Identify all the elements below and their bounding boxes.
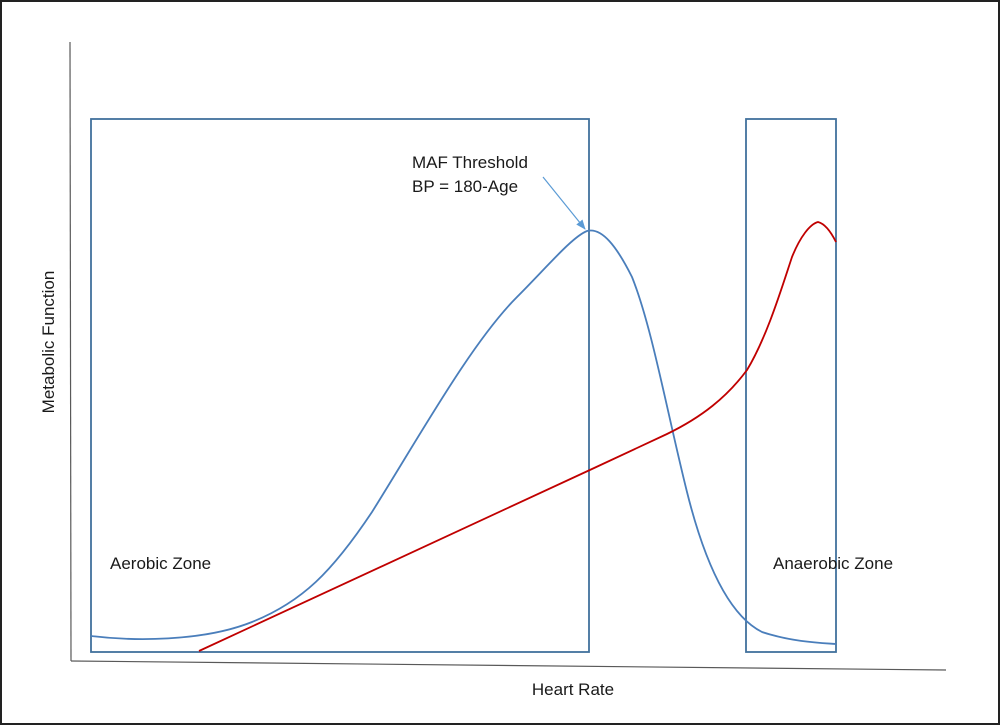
x-axis — [70, 660, 947, 671]
y-axis-label: Metabolic Function — [39, 271, 58, 414]
anaerobic-zone-label: Anaerobic Zone — [773, 554, 893, 573]
aerobic-zone-label: Aerobic Zone — [110, 554, 211, 573]
anaerobic-zone-box — [745, 118, 837, 653]
x-axis-label: Heart Rate — [532, 680, 614, 699]
y-axis — [69, 41, 72, 662]
aerobic-function-curve — [90, 229, 837, 645]
annotation-line-2: BP = 180-Age — [412, 177, 518, 196]
annotation-line-1: MAF Threshold — [412, 153, 528, 172]
anaerobic-function-curve — [198, 221, 837, 652]
aerobic-zone-box — [90, 118, 590, 653]
maf-threshold-arrow — [542, 176, 586, 230]
